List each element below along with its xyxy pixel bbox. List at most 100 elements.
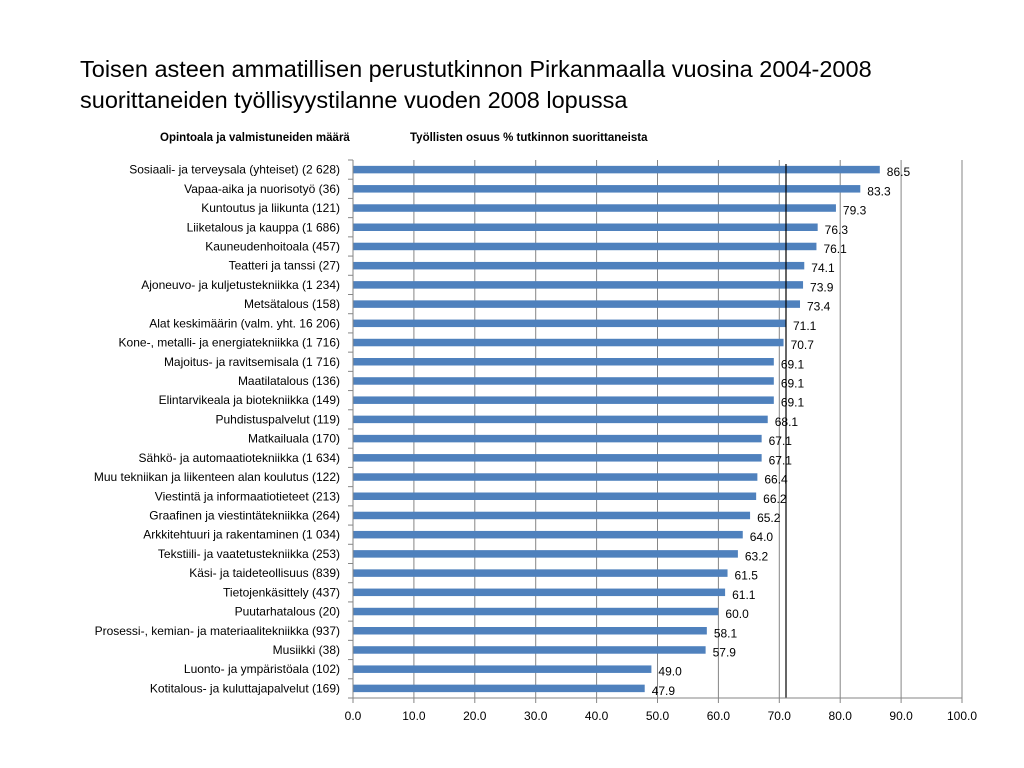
value-label-12: 69.1	[781, 396, 805, 410]
bar-23	[353, 607, 719, 616]
category-label-0: Sosiaali- ja terveysala (yhteiset) (2 62…	[129, 163, 340, 177]
chart-title-line-2: suorittaneiden työllisyystilanne vuoden …	[80, 87, 628, 113]
bar-15	[353, 454, 762, 462]
value-label-15: 67.1	[769, 453, 793, 467]
value-label-1: 83.3	[867, 184, 891, 198]
value-label-21: 61.5	[735, 569, 759, 583]
bar-5	[353, 261, 805, 270]
value-label-18: 65.2	[757, 511, 781, 525]
bar-0	[353, 165, 880, 174]
category-label-3: Liiketalous ja kauppa (1 686)	[187, 220, 340, 234]
category-label-8: Alat keskimäärin (valm. yht. 16 206)	[149, 316, 340, 330]
bar-11	[353, 377, 774, 385]
bar-3	[353, 223, 818, 231]
category-label-27: Kotitalous- ja kuluttajapalvelut (169)	[150, 681, 340, 695]
chart-title-line-1: Toisen asteen ammatillisen perustutkinno…	[80, 56, 872, 82]
category-label-7: Metsätalous (158)	[244, 297, 340, 311]
x-tick-label-2: 20.0	[463, 709, 487, 723]
value-label-7: 73.4	[807, 300, 831, 314]
bar-4	[353, 242, 817, 251]
category-label-1: Vapaa-aika ja nuorisotyö (36)	[184, 182, 340, 196]
bar-12	[353, 396, 774, 404]
value-label-25: 57.9	[713, 645, 737, 659]
value-label-27: 47.9	[652, 684, 676, 698]
bar-10	[353, 358, 774, 366]
value-label-3: 76.3	[825, 223, 849, 237]
bar-17	[353, 492, 757, 500]
value-label-16: 66.4	[764, 473, 788, 487]
category-label-24: Prosessi-, kemian- ja materiaalitekniikk…	[95, 624, 340, 638]
bar-21	[353, 569, 728, 577]
x-tick-label-3: 30.0	[524, 709, 548, 723]
value-label-9: 70.7	[791, 338, 815, 352]
bar-27	[353, 684, 645, 693]
x-tick-label-7: 70.0	[768, 709, 792, 723]
value-label-8: 71.1	[793, 319, 817, 333]
x-tick-label-9: 90.0	[889, 709, 913, 723]
category-label-22: Tietojenkäsittely (437)	[223, 585, 340, 599]
x-tick-label-4: 40.0	[585, 709, 609, 723]
x-tick-label-8: 80.0	[829, 709, 853, 723]
category-label-21: Käsi- ja taideteollisuus (839)	[189, 566, 340, 580]
value-label-22: 61.1	[732, 588, 756, 602]
bar-16	[353, 473, 758, 481]
bar-25	[353, 646, 706, 654]
bar-18	[353, 511, 751, 520]
bar-20	[353, 550, 738, 558]
value-label-17: 66.2	[763, 492, 787, 506]
bar-26	[353, 665, 652, 673]
value-label-24: 58.1	[714, 626, 738, 640]
category-label-2: Kuntoutus ja liikunta (121)	[201, 201, 340, 215]
value-label-0: 86.5	[887, 165, 911, 179]
bar-14	[353, 434, 762, 443]
x-tick-label-1: 10.0	[402, 709, 426, 723]
bar-2	[353, 204, 836, 212]
x-tick-label-10: 100.0	[947, 709, 977, 723]
value-label-20: 63.2	[745, 549, 769, 563]
subheading-categories: Opintoala ja valmistuneiden määrä	[160, 132, 350, 144]
value-label-26: 49.0	[658, 665, 682, 679]
value-label-2: 79.3	[843, 204, 867, 218]
bar-7	[353, 300, 801, 308]
x-tick-label-0: 0.0	[345, 709, 362, 723]
category-label-23: Puutarhatalous (20)	[235, 605, 340, 619]
category-label-16: Muu tekniikan ja liikenteen alan koulutu…	[94, 470, 340, 484]
category-label-14: Matkailuala (170)	[248, 432, 340, 446]
category-label-6: Ajoneuvo- ja kuljetustekniikka (1 234)	[141, 278, 340, 292]
bar-24	[353, 627, 707, 635]
x-tick-label-5: 50.0	[646, 709, 670, 723]
category-label-4: Kauneudenhoitoala (457)	[205, 239, 340, 253]
chart-title: Toisen asteen ammatillisen perustutkinno…	[80, 54, 1000, 116]
value-label-14: 67.1	[769, 434, 793, 448]
bar-13	[353, 415, 768, 424]
bar-22	[353, 588, 726, 597]
value-label-23: 60.0	[725, 607, 749, 621]
value-label-11: 69.1	[781, 376, 805, 390]
category-label-15: Sähkö- ja automaatiotekniikka (1 634)	[139, 451, 340, 465]
category-label-5: Teatteri ja tanssi (27)	[229, 259, 340, 273]
bar-8	[353, 319, 786, 328]
category-label-26: Luonto- ja ympäristöala (102)	[184, 662, 340, 676]
category-label-19: Arkkitehtuuri ja rakentaminen (1 034)	[143, 528, 340, 542]
category-label-9: Kone-, metalli- ja energiatekniikka (1 7…	[119, 336, 340, 350]
value-label-10: 69.1	[781, 357, 805, 371]
category-label-11: Maatilatalous (136)	[238, 374, 340, 388]
category-label-25: Musiikki (38)	[273, 643, 340, 657]
value-label-6: 73.9	[810, 280, 834, 294]
value-label-5: 74.1	[811, 261, 835, 275]
value-label-19: 64.0	[750, 530, 774, 544]
bar-6	[353, 281, 804, 289]
subheading-values: Työllisten osuus % tutkinnon suorittanei…	[410, 132, 648, 144]
bar-19	[353, 530, 743, 539]
category-label-20: Tekstiili- ja vaatetustekniikka (253)	[158, 547, 340, 561]
category-label-10: Majoitus- ja ravitsemisala (1 716)	[164, 355, 340, 369]
bar-9	[353, 338, 784, 347]
category-label-13: Puhdistuspalvelut (119)	[215, 412, 340, 426]
bar-1	[353, 185, 861, 193]
category-label-17: Viestintä ja informaatiotieteet (213)	[155, 489, 340, 503]
category-label-18: Graafinen ja viestintätekniikka (264)	[149, 508, 340, 522]
x-tick-label-6: 60.0	[707, 709, 731, 723]
value-label-4: 76.1	[823, 242, 847, 256]
category-label-12: Elintarvikeala ja biotekniikka (149)	[159, 393, 340, 407]
